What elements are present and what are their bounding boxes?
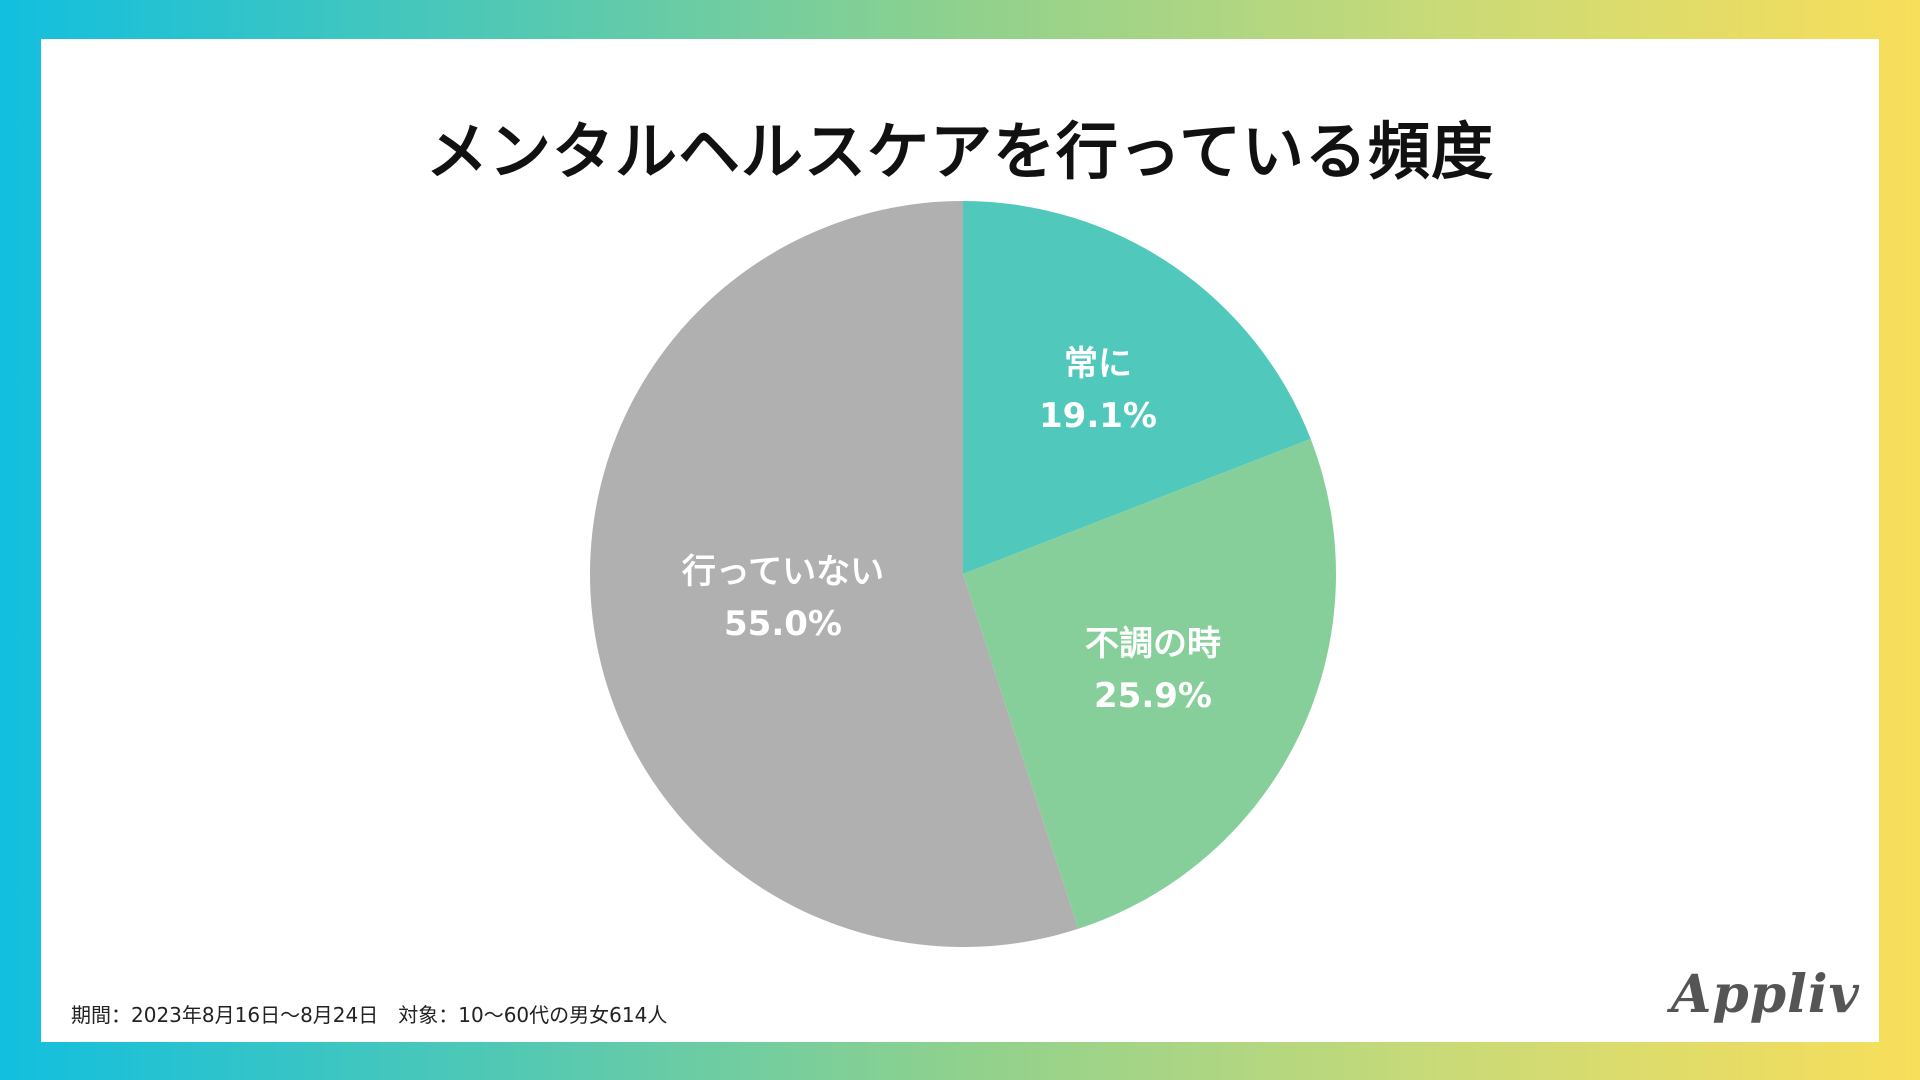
- pie-slice-0: [963, 201, 1311, 574]
- chart-card: メンタルヘルスケアを行っている頻度 常に 19.1% 不調の時 25.9% 行っていない…: [41, 39, 1879, 1042]
- slice-value-1: 25.9%: [1094, 676, 1212, 716]
- chart-title: メンタルヘルスケアを行っている頻度: [426, 115, 1494, 188]
- appliv-logo: Appliv: [1671, 964, 1860, 1025]
- survey-info: 期間：2023年8月16日〜8月24日 対象：10〜60代の男女614人: [71, 1003, 668, 1027]
- slice-label-0: 常に: [1064, 344, 1132, 384]
- pie-slice-1: [963, 438, 1336, 929]
- slice-label-1: 不調の時: [1085, 624, 1221, 664]
- slice-value-0: 19.1%: [1039, 396, 1157, 436]
- pie-chart: 常に 19.1% 不調の時 25.9% 行っていない 55.0%: [590, 201, 1336, 947]
- pie-slice-2: [590, 201, 1079, 947]
- slice-value-2: 55.0%: [724, 604, 842, 644]
- slice-label-2: 行っていない: [682, 552, 884, 592]
